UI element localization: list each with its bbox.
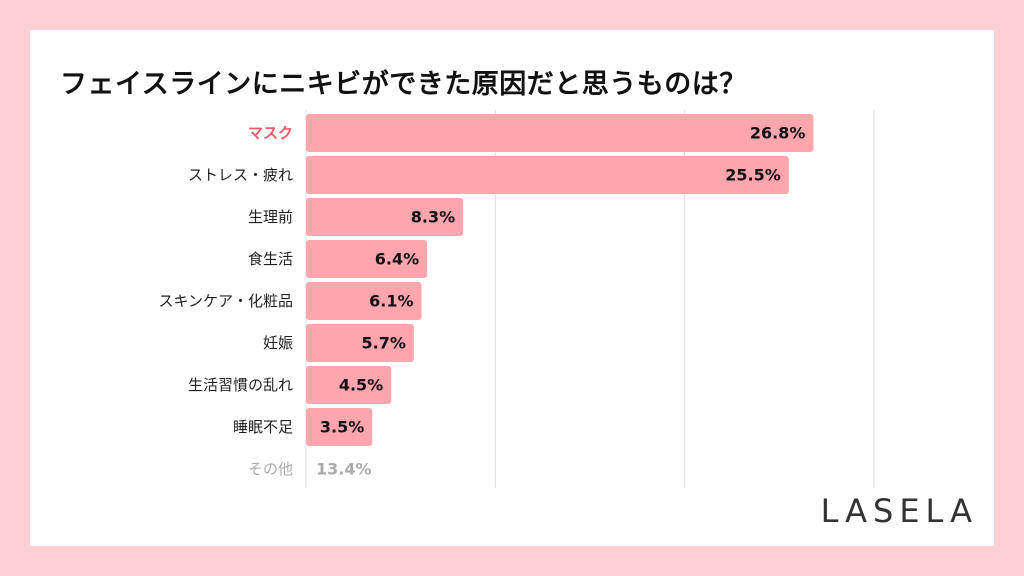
value-label: 8.3% <box>411 208 455 227</box>
value-label: 4.5% <box>339 376 383 395</box>
value-label: 6.4% <box>375 250 419 269</box>
category-label: 妊娠 <box>263 334 293 352</box>
bar-chart: マスク 26.8% ストレス・疲れ 25.5% 生理前 8.3% 食生活 6.4% スキンケア・… <box>158 110 875 488</box>
category-label: 食生活 <box>248 250 293 268</box>
value-label: 13.4% <box>316 460 372 479</box>
chart-title: フェイスラインにニキビができた原因だと思うものは？ <box>60 69 747 100</box>
category-label: ストレス・疲れ <box>188 166 293 184</box>
value-label: 3.5% <box>320 418 364 437</box>
bar <box>306 366 392 404</box>
value-label: 5.7% <box>362 334 406 353</box>
category-label: 生理前 <box>248 208 293 226</box>
bar <box>306 408 373 446</box>
brand-logo: LASELA <box>820 492 978 530</box>
bar <box>306 324 414 362</box>
category-label: その他 <box>248 460 293 478</box>
bar <box>306 156 789 194</box>
bar <box>306 240 428 278</box>
chart-card: フェイスラインにニキビができた原因だと思うものは？ マスク 26.8% ストレス・疲… <box>30 30 994 546</box>
value-label: 6.1% <box>369 292 413 311</box>
category-label: マスク <box>248 124 293 142</box>
category-label: スキンケア・化粧品 <box>158 292 293 310</box>
category-label: 生活習慣の乱れ <box>188 376 293 394</box>
bar <box>306 198 464 236</box>
value-label: 25.5% <box>725 166 781 185</box>
bar <box>306 282 422 320</box>
category-label: 睡眠不足 <box>233 418 293 436</box>
bar <box>306 114 814 152</box>
value-label: 26.8% <box>750 124 806 143</box>
